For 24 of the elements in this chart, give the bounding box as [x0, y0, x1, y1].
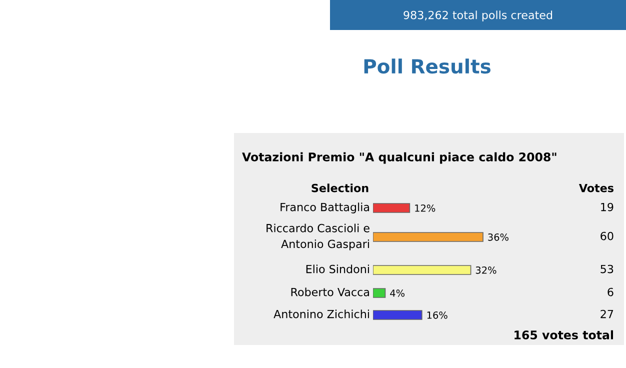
- data-label: 32%: [476, 266, 496, 274]
- data-label: 4%: [390, 289, 405, 297]
- y-axis-title: Selection: [312, 184, 368, 192]
- text: 19: [601, 202, 614, 212]
- text: Poll Results: [364, 58, 490, 74]
- bar: [373, 203, 410, 213]
- data-label: 36%: [488, 233, 508, 241]
- text: 60: [600, 232, 614, 240]
- y-tick-label: Elio Sindoni: [306, 264, 369, 274]
- data-label: 16%: [427, 311, 448, 319]
- text: 983,262 total polls created: [404, 10, 552, 22]
- data-label: 12%: [415, 204, 436, 212]
- text: 53: [600, 264, 614, 274]
- text: 165 votes total: [514, 330, 614, 340]
- y-tick-label: Riccardo Cascioli e Antonio Gaspari: [266, 224, 370, 250]
- y-tick-label: Franco Battaglia: [280, 202, 369, 214]
- y-tick-label: Roberto Vacca: [291, 288, 369, 296]
- chart-title: Votazioni Premio "A qualcuni piace caldo 2008": [242, 152, 556, 164]
- y-tick-label: Antonino Zichichi: [274, 310, 369, 318]
- bar: [373, 232, 484, 242]
- text: 27: [600, 310, 614, 318]
- bar: [373, 288, 386, 298]
- text: Votes: [578, 184, 614, 192]
- text: 6: [608, 288, 614, 296]
